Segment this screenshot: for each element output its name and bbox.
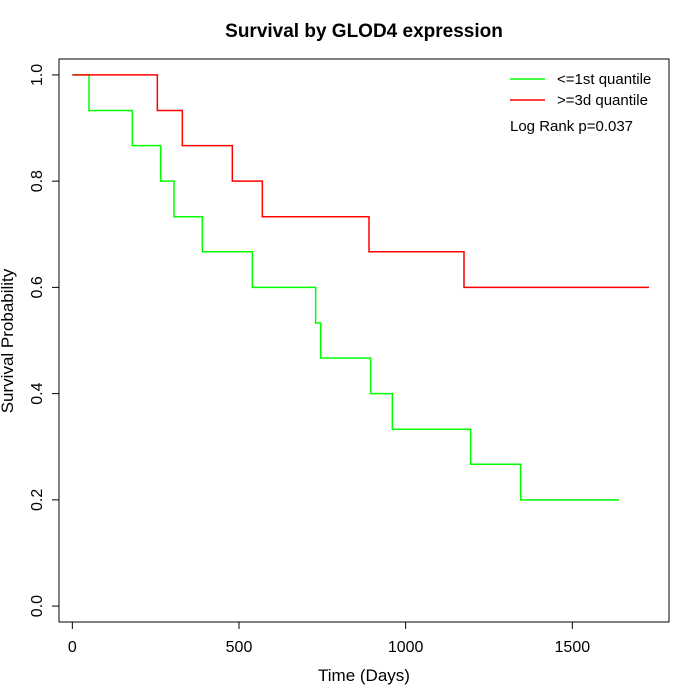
- x-tick-label: 0: [68, 639, 77, 656]
- log-rank-annotation: Log Rank p=0.037: [510, 118, 633, 135]
- x-axis-label: Time (Days): [318, 666, 410, 685]
- plot-frame: [58, 58, 670, 623]
- y-tick-label: 0.4: [29, 382, 46, 404]
- y-tick-label: 0.2: [29, 489, 46, 511]
- y-tick-label: 0.6: [29, 276, 46, 298]
- y-tick-label: 1.0: [29, 64, 46, 86]
- x-tick-label: 1500: [555, 639, 591, 656]
- legend-label: <=1st quantile: [557, 71, 651, 88]
- y-axis-label: Survival Probability: [0, 268, 17, 413]
- y-tick-label: 0.8: [29, 170, 46, 192]
- y-tick-label: 0.0: [29, 595, 46, 617]
- y-axis: 0.0 0.2 0.4 0.6 0.8 1.0: [29, 64, 60, 617]
- x-tick-label: 500: [226, 639, 253, 656]
- legend-label: >=3d quantile: [557, 92, 648, 109]
- x-tick-label: 1000: [388, 639, 424, 656]
- x-axis: 0 500 1000 1500: [68, 621, 591, 656]
- series-line-2: [72, 74, 649, 289]
- series-line-1: [72, 74, 619, 501]
- legend: <=1st quantile >=3d quantile: [510, 71, 651, 109]
- chart-title: Survival by GLOD4 expression: [225, 21, 503, 42]
- series-layer: [72, 74, 649, 501]
